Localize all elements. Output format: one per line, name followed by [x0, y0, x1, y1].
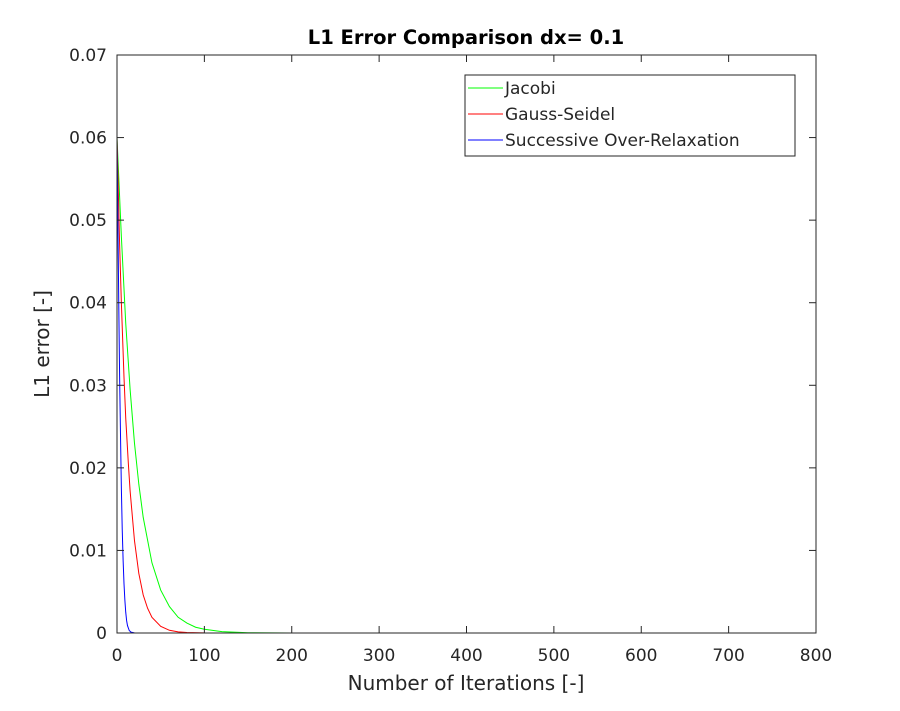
x-tick-label: 400 [450, 646, 482, 666]
y-tick-label: 0.05 [69, 211, 107, 231]
x-tick-label: 600 [625, 646, 657, 666]
y-tick-label: 0.02 [69, 459, 107, 479]
x-tick-label: 500 [538, 646, 570, 666]
y-tick-label: 0.04 [69, 294, 107, 314]
x-tick-label: 800 [800, 646, 832, 666]
legend-label-gauss-seidel: Gauss-Seidel [505, 105, 615, 125]
x-tick-label: 300 [363, 646, 395, 666]
y-tick-label: 0.07 [69, 46, 107, 66]
x-tick-label: 200 [276, 646, 308, 666]
y-tick-label: 0.06 [69, 129, 107, 149]
legend-label-jacobi: Jacobi [504, 79, 556, 99]
x-tick-label: 100 [188, 646, 220, 666]
y-axis-label: L1 error [-] [30, 290, 54, 398]
x-axis-label: Number of Iterations [-] [348, 671, 585, 695]
legend-label-sor: Successive Over-Relaxation [505, 131, 740, 151]
y-axis-ticks: 0 0.01 0.02 0.03 0.04 0.05 0.06 0.07 [69, 46, 816, 644]
y-tick-label: 0.03 [69, 376, 107, 396]
legend-box [464, 74, 796, 157]
x-tick-label: 700 [712, 646, 744, 666]
x-tick-label: 0 [112, 646, 123, 666]
x-axis-ticks: 0 100 200 300 400 500 600 700 800 [112, 55, 832, 666]
chart-title: L1 Error Comparison dx= 0.1 [308, 26, 624, 49]
y-tick-label: 0 [96, 624, 107, 644]
legend: Jacobi Gauss-Seidel Successive Over-Rela… [464, 74, 796, 157]
y-tick-label: 0.01 [69, 541, 107, 561]
